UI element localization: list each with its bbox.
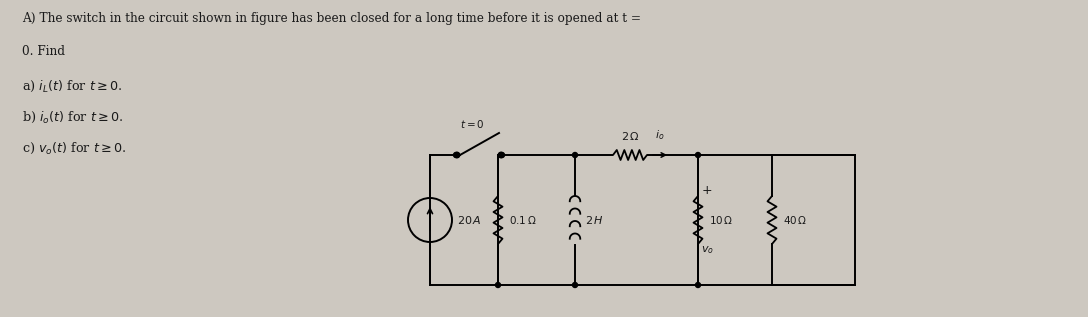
Circle shape: [695, 152, 701, 158]
Circle shape: [454, 152, 458, 158]
Circle shape: [499, 152, 505, 158]
Text: $2\,\Omega$: $2\,\Omega$: [620, 130, 640, 142]
Text: $i_o$: $i_o$: [655, 128, 665, 142]
Text: $v_o$: $v_o$: [701, 244, 714, 256]
Text: b) $i_o(t)$ for $t\geq 0$.: b) $i_o(t)$ for $t\geq 0$.: [22, 110, 124, 125]
Circle shape: [455, 152, 460, 158]
Text: $0.1\,\Omega$: $0.1\,\Omega$: [509, 214, 536, 226]
Circle shape: [572, 282, 578, 288]
Text: $40\,\Omega$: $40\,\Omega$: [783, 214, 807, 226]
Text: $t=0$: $t=0$: [459, 118, 484, 130]
Text: A) The switch in the circuit shown in figure has been closed for a long time bef: A) The switch in the circuit shown in fi…: [22, 12, 641, 25]
Text: $20\,A$: $20\,A$: [457, 214, 482, 226]
Circle shape: [695, 282, 701, 288]
Circle shape: [498, 152, 504, 158]
Text: 0. Find: 0. Find: [22, 45, 65, 58]
Text: c) $v_o(t)$ for $t\geq 0$.: c) $v_o(t)$ for $t\geq 0$.: [22, 141, 126, 156]
Circle shape: [495, 282, 500, 288]
Text: $+$: $+$: [701, 184, 713, 197]
Text: a) $i_L(t)$ for $t\geq 0$.: a) $i_L(t)$ for $t\geq 0$.: [22, 79, 123, 94]
Text: $2\,H$: $2\,H$: [585, 214, 604, 226]
Text: $10\,\Omega$: $10\,\Omega$: [709, 214, 733, 226]
Circle shape: [572, 152, 578, 158]
